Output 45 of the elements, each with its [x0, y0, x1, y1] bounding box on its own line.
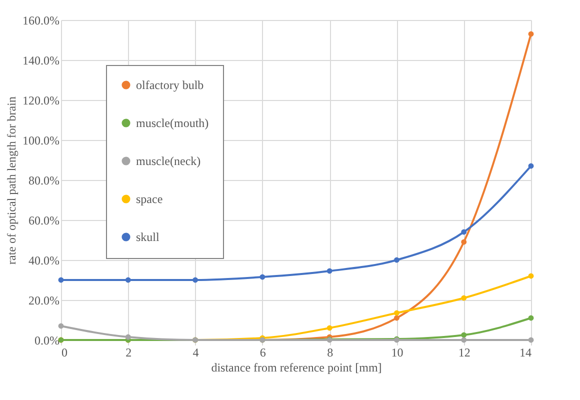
- point: [260, 274, 266, 280]
- point: [528, 337, 534, 343]
- point: [461, 332, 467, 338]
- y-tick-label: 40.0%: [28, 254, 60, 268]
- point: [461, 229, 467, 235]
- y-axis-title: rate of optical path length for brain: [4, 96, 19, 264]
- y-tick-label: 120.0%: [22, 94, 60, 108]
- legend-label: skull: [136, 230, 160, 244]
- x-tick-label: 4: [192, 346, 199, 360]
- y-tick-label: 140.0%: [22, 54, 60, 68]
- legend-label: muscle(mouth): [136, 116, 209, 130]
- point: [528, 163, 534, 169]
- legend-label: space: [136, 192, 163, 206]
- point: [528, 31, 534, 37]
- point: [394, 315, 400, 321]
- y-tick-label: 100.0%: [22, 134, 60, 148]
- point: [461, 295, 467, 301]
- x-tick-label: 8: [327, 346, 334, 360]
- point: [125, 277, 131, 283]
- point: [394, 257, 400, 263]
- y-tick-label: 80.0%: [28, 174, 60, 188]
- x-tick-label: 14: [520, 346, 532, 360]
- point: [326, 325, 332, 331]
- x-tick-label: 0: [62, 346, 68, 360]
- point: [326, 268, 332, 274]
- legend-label: muscle(neck): [136, 154, 201, 168]
- point: [125, 334, 131, 340]
- point: [528, 273, 534, 279]
- x-tick-label: 2: [126, 346, 132, 360]
- x-tick-label: 6: [260, 346, 266, 360]
- y-tick-label: 60.0%: [28, 214, 60, 228]
- x-axis-title: distance from reference point [mm]: [211, 360, 382, 374]
- point: [461, 239, 467, 245]
- x-tick-label: 12: [458, 346, 470, 360]
- point: [192, 277, 198, 283]
- y-tick-label: 0.0%: [34, 334, 60, 348]
- point: [528, 315, 534, 321]
- point: [394, 310, 400, 316]
- y-tick-label: 20.0%: [28, 294, 60, 308]
- y-tick-label: 160.0%: [22, 14, 60, 28]
- point: [461, 337, 467, 343]
- point: [58, 323, 64, 329]
- legend-label: olfactory bulb: [136, 78, 204, 92]
- point: [58, 277, 64, 283]
- x-tick-label: 10: [391, 346, 404, 360]
